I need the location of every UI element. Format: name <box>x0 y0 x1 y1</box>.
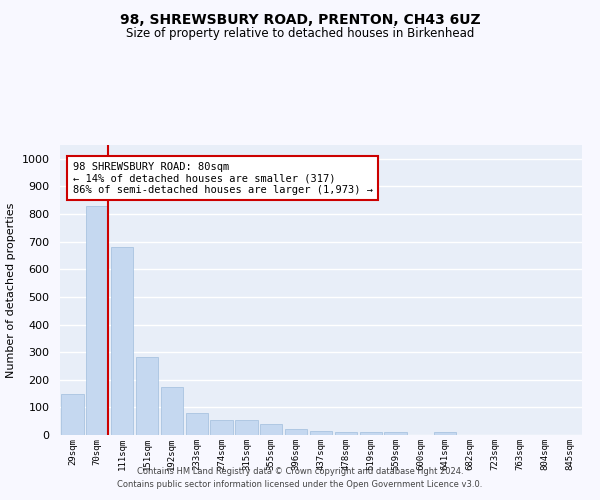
Y-axis label: Number of detached properties: Number of detached properties <box>6 202 16 378</box>
Bar <box>235 420 257 435</box>
Bar <box>335 432 357 435</box>
Bar <box>136 357 158 435</box>
Bar <box>211 420 233 435</box>
Text: Contains HM Land Registry data © Crown copyright and database right 2024.: Contains HM Land Registry data © Crown c… <box>137 467 463 476</box>
Bar <box>260 424 283 435</box>
Bar <box>285 429 307 435</box>
Bar <box>310 431 332 435</box>
Bar <box>86 206 109 435</box>
Text: 98 SHREWSBURY ROAD: 80sqm
← 14% of detached houses are smaller (317)
86% of semi: 98 SHREWSBURY ROAD: 80sqm ← 14% of detac… <box>73 162 373 195</box>
Bar <box>111 247 133 435</box>
Bar <box>185 414 208 435</box>
Bar <box>161 386 183 435</box>
Text: Contains public sector information licensed under the Open Government Licence v3: Contains public sector information licen… <box>118 480 482 489</box>
Bar <box>61 394 83 435</box>
Bar <box>434 432 457 435</box>
Text: Size of property relative to detached houses in Birkenhead: Size of property relative to detached ho… <box>126 28 474 40</box>
Text: 98, SHREWSBURY ROAD, PRENTON, CH43 6UZ: 98, SHREWSBURY ROAD, PRENTON, CH43 6UZ <box>119 12 481 26</box>
Bar <box>359 432 382 435</box>
Bar <box>385 432 407 435</box>
